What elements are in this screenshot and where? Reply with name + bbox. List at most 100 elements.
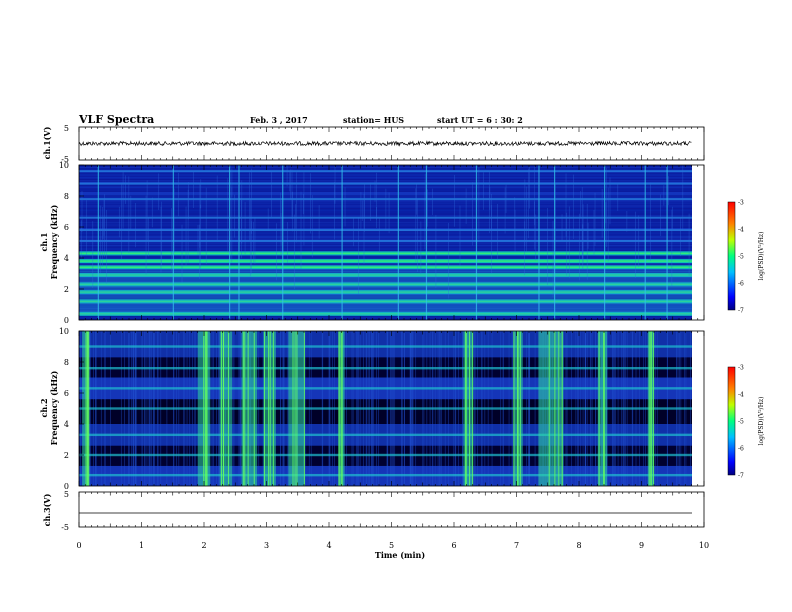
spectrogram-streak: [253, 221, 254, 263]
spectrogram-streak: [638, 215, 640, 268]
spectrogram-noise: [79, 205, 692, 206]
spectrogram-streak: [193, 171, 194, 208]
y-tick-label: 8: [64, 358, 69, 367]
spectrogram-burst-line: [292, 331, 294, 486]
spectrogram-streak: [535, 214, 537, 261]
spectrogram-streak: [161, 201, 162, 266]
spectrogram-streak: [491, 193, 492, 274]
spectrogram-streak: [552, 220, 554, 298]
spectrogram-burst-line: [561, 331, 563, 486]
spectrogram-streak: [388, 192, 390, 234]
spectrogram-noise: [79, 215, 692, 217]
spectrogram-streak: [454, 174, 455, 227]
spectrogram-streak: [178, 172, 179, 217]
spectrogram-noise: [79, 169, 692, 171]
spectrogram-noise: [79, 177, 692, 179]
spectrogram-burst-line: [264, 331, 266, 486]
spectrogram-burst-line: [472, 331, 474, 486]
y-tick-label: 8: [64, 192, 69, 201]
spectrogram-band-core: [79, 260, 692, 262]
spectrogram-streak: [524, 179, 526, 247]
spectrogram-streak: [497, 203, 498, 261]
spectrogram-noise: [79, 303, 692, 305]
spectrogram-streak: [145, 195, 147, 275]
x-tick-label: 9: [639, 541, 644, 550]
ch2-colorbar: -3 -4 -5 -6 -7 log(PSD)(V²/Hz): [727, 365, 765, 480]
spectrogram-noise: [79, 245, 692, 247]
spectrogram-burst-line: [227, 331, 229, 486]
spectrogram-streak: [291, 169, 293, 220]
ch3-waveform-frame: [78, 491, 705, 528]
spectrogram-streak: [293, 214, 295, 289]
ch1-spectrogram-image: [79, 165, 692, 320]
spectrogram-streak: [660, 194, 661, 236]
spectrogram-noise: [79, 181, 692, 183]
spectrogram-streak: [417, 198, 418, 273]
spectrogram-noise: [79, 270, 692, 272]
spectrogram-noise: [79, 187, 692, 188]
spectrogram-streak: [555, 182, 556, 251]
spectrogram-band: [79, 182, 692, 185]
spectrogram-streak: [465, 188, 467, 224]
spectrogram-burst-line: [653, 331, 655, 486]
spectrogram-burst-line: [465, 331, 467, 486]
ch2-colorbar-label: log(PSD)(V²/Hz): [758, 397, 765, 446]
spectrogram-burst-line: [85, 331, 87, 486]
spectrogram-band: [79, 367, 692, 370]
spectrogram-zone: [79, 399, 692, 424]
spectrogram-burst-line: [205, 331, 207, 486]
spectrogram-noise: [79, 209, 692, 211]
spectrogram-streak: [80, 220, 82, 259]
spectrogram-streak: [358, 217, 359, 294]
spectrogram-impulse: [341, 165, 343, 320]
spectrogram-streak: [135, 202, 136, 248]
colorbar-tick-label: -5: [738, 419, 744, 426]
spectrogram-noise: [79, 233, 692, 235]
spectrogram-noise: [79, 200, 692, 201]
spectrogram-noise: [79, 215, 692, 216]
spectrogram-noise: [79, 237, 692, 239]
station-label: station= HUS: [343, 115, 404, 125]
y-tick-label: 0: [64, 316, 69, 325]
x-tick-label: 6: [451, 541, 456, 550]
spectrogram-streak: [607, 187, 609, 262]
spectrogram-noise: [79, 189, 692, 190]
spectrogram-streak: [302, 194, 304, 215]
spectrogram-noise: [79, 269, 692, 270]
spectrogram-band: [79, 229, 692, 232]
spectrogram-noise: [79, 186, 692, 187]
spectrogram-streak: [296, 172, 297, 243]
spectrogram-noise: [79, 281, 692, 283]
spectrogram-noise: [79, 296, 692, 298]
colorbar-tick-label: -4: [738, 392, 744, 399]
spectrogram-band: [79, 216, 692, 219]
spectrogram-noise: [79, 197, 692, 199]
spectrogram-burst: [82, 331, 89, 486]
spectrogram-streak: [582, 204, 584, 264]
spectrogram-streak: [416, 183, 417, 215]
spectrogram-noise: [79, 306, 692, 307]
spectrogram-noise: [79, 210, 692, 212]
spectrogram-burst: [263, 331, 276, 486]
spectrogram-streak: [173, 188, 175, 253]
spectrogram-burst: [241, 331, 258, 486]
spectrogram-streak: [125, 175, 126, 204]
spectrogram-impulse: [172, 165, 174, 320]
spectrogram-streak: [593, 210, 595, 256]
spectrogram-noise: [79, 262, 692, 264]
spectrogram-burst-line: [519, 331, 521, 486]
colorbar-tick-label: -7: [738, 473, 744, 480]
spectrogram-band: [79, 198, 692, 201]
spectrogram-streak: [617, 184, 619, 211]
spectrogram-noise: [79, 258, 692, 259]
spectrogram-burst-line: [598, 331, 600, 486]
spectrogram-streak: [280, 192, 281, 217]
spectrogram-streak: [292, 191, 294, 232]
spectrogram-streak: [106, 209, 107, 284]
y-tick-label: 2: [64, 451, 69, 460]
y-tick-label: 10: [59, 327, 69, 336]
spectrogram-streak: [104, 194, 105, 258]
spectrogram-burst-line: [222, 331, 224, 486]
ch1-waveform-ticks: [78, 127, 705, 160]
spectrogram-band: [79, 453, 692, 457]
